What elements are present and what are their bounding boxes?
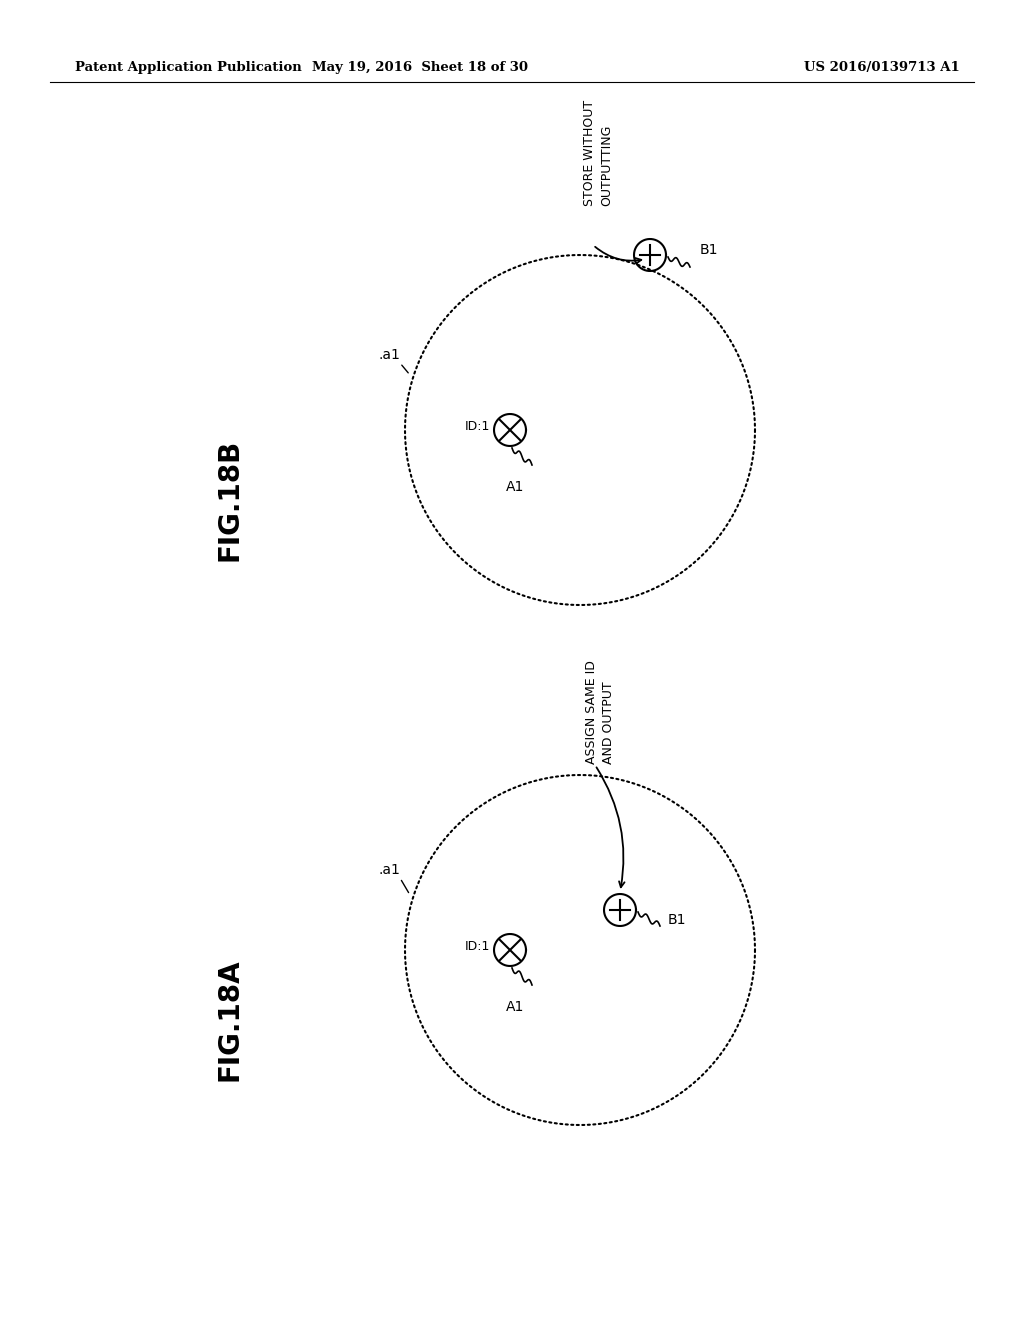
Text: B1: B1 <box>700 243 719 257</box>
Text: US 2016/0139713 A1: US 2016/0139713 A1 <box>804 62 961 74</box>
Text: FIG.18A: FIG.18A <box>216 958 244 1081</box>
Text: ID:1: ID:1 <box>465 940 490 953</box>
Text: B1: B1 <box>668 913 686 927</box>
Text: ASSIGN SAME ID
AND OUTPUT: ASSIGN SAME ID AND OUTPUT <box>585 660 615 764</box>
Text: May 19, 2016  Sheet 18 of 30: May 19, 2016 Sheet 18 of 30 <box>312 62 528 74</box>
Text: FIG.18B: FIG.18B <box>216 438 244 561</box>
Text: .a1: .a1 <box>378 348 400 362</box>
Text: A1: A1 <box>506 480 524 494</box>
Text: A1: A1 <box>506 1001 524 1014</box>
Text: Patent Application Publication: Patent Application Publication <box>75 62 302 74</box>
Text: .a1: .a1 <box>378 863 400 876</box>
Text: ID:1: ID:1 <box>465 420 490 433</box>
Text: STORE WITHOUT
OUTPUTTING: STORE WITHOUT OUTPUTTING <box>583 100 613 206</box>
